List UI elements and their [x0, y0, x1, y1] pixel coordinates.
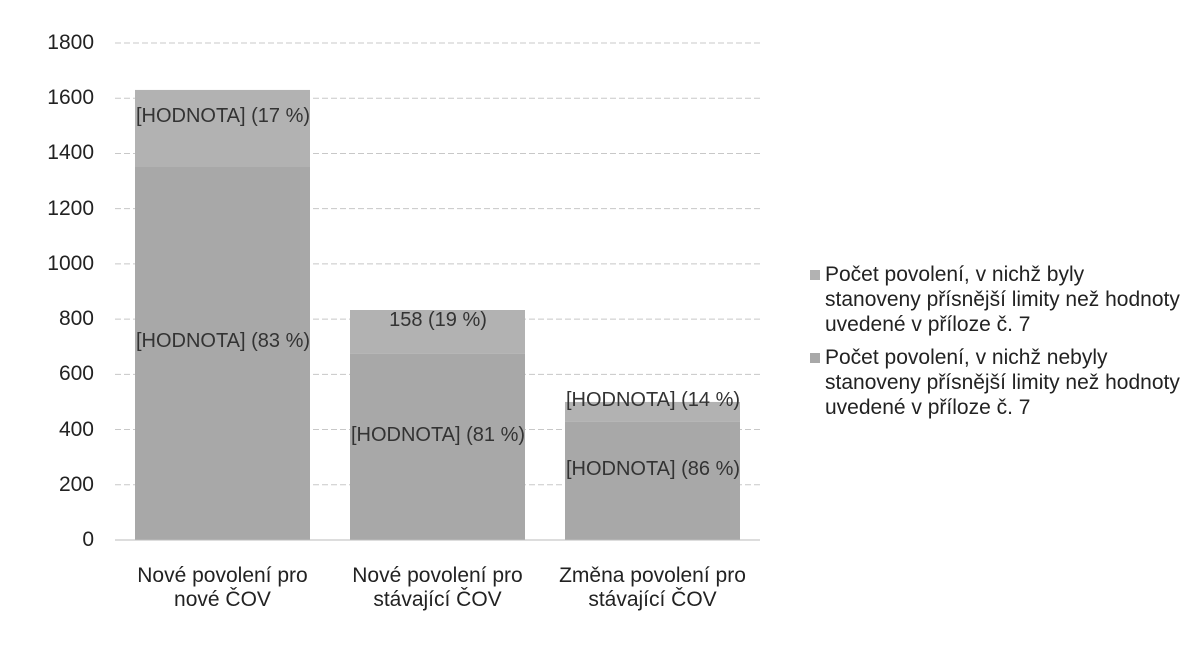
y-tick-label: 1800	[47, 31, 94, 54]
legend-item: Počet povolení, v nichž nebyly stanoveny…	[810, 345, 1180, 420]
bar-segment	[350, 309, 525, 354]
x-tick-label: Nové povolení pro nové ČOV	[137, 564, 308, 611]
x-tick-label: Změna povolení pro stávající ČOV	[559, 564, 746, 611]
y-tick-label: 0	[82, 528, 94, 551]
y-tick-label: 600	[58, 362, 94, 386]
y-tick-label: 1600	[47, 86, 94, 110]
legend-swatch	[810, 353, 820, 363]
y-tick-label: 200	[58, 472, 94, 496]
bar-segment	[565, 421, 740, 540]
bar-segment	[350, 353, 525, 540]
data-label: [HODNOTA] (86 %)	[565, 457, 741, 480]
data-label: 158 (19 %)	[389, 308, 487, 331]
y-tick-label: 1400	[47, 141, 94, 165]
data-label: [HODNOTA] (81 %)	[350, 423, 526, 446]
legend: Počet povolení, v nichž byly stanoveny p…	[810, 262, 1180, 428]
data-label: [HODNOTA] (17 %)	[135, 105, 311, 128]
data-label: [HODNOTA] (14 %)	[565, 388, 741, 411]
legend-label: Počet povolení, v nichž byly stanoveny p…	[825, 263, 1180, 336]
bar-segment	[135, 89, 310, 167]
y-tick-label: 800	[58, 307, 94, 331]
bar-segment	[135, 166, 310, 540]
legend-swatch	[810, 270, 820, 280]
y-tick-label: 400	[58, 417, 94, 441]
legend-item: Počet povolení, v nichž byly stanoveny p…	[810, 262, 1180, 337]
bar-segment	[565, 401, 740, 422]
y-tick-label: 1200	[47, 196, 94, 220]
legend-label: Počet povolení, v nichž nebyly stanoveny…	[825, 346, 1180, 419]
x-tick-label: Nové povolení pro stávající ČOV	[352, 564, 523, 611]
data-label: [HODNOTA] (83 %)	[135, 330, 311, 353]
y-tick-label: 1000	[47, 251, 94, 275]
